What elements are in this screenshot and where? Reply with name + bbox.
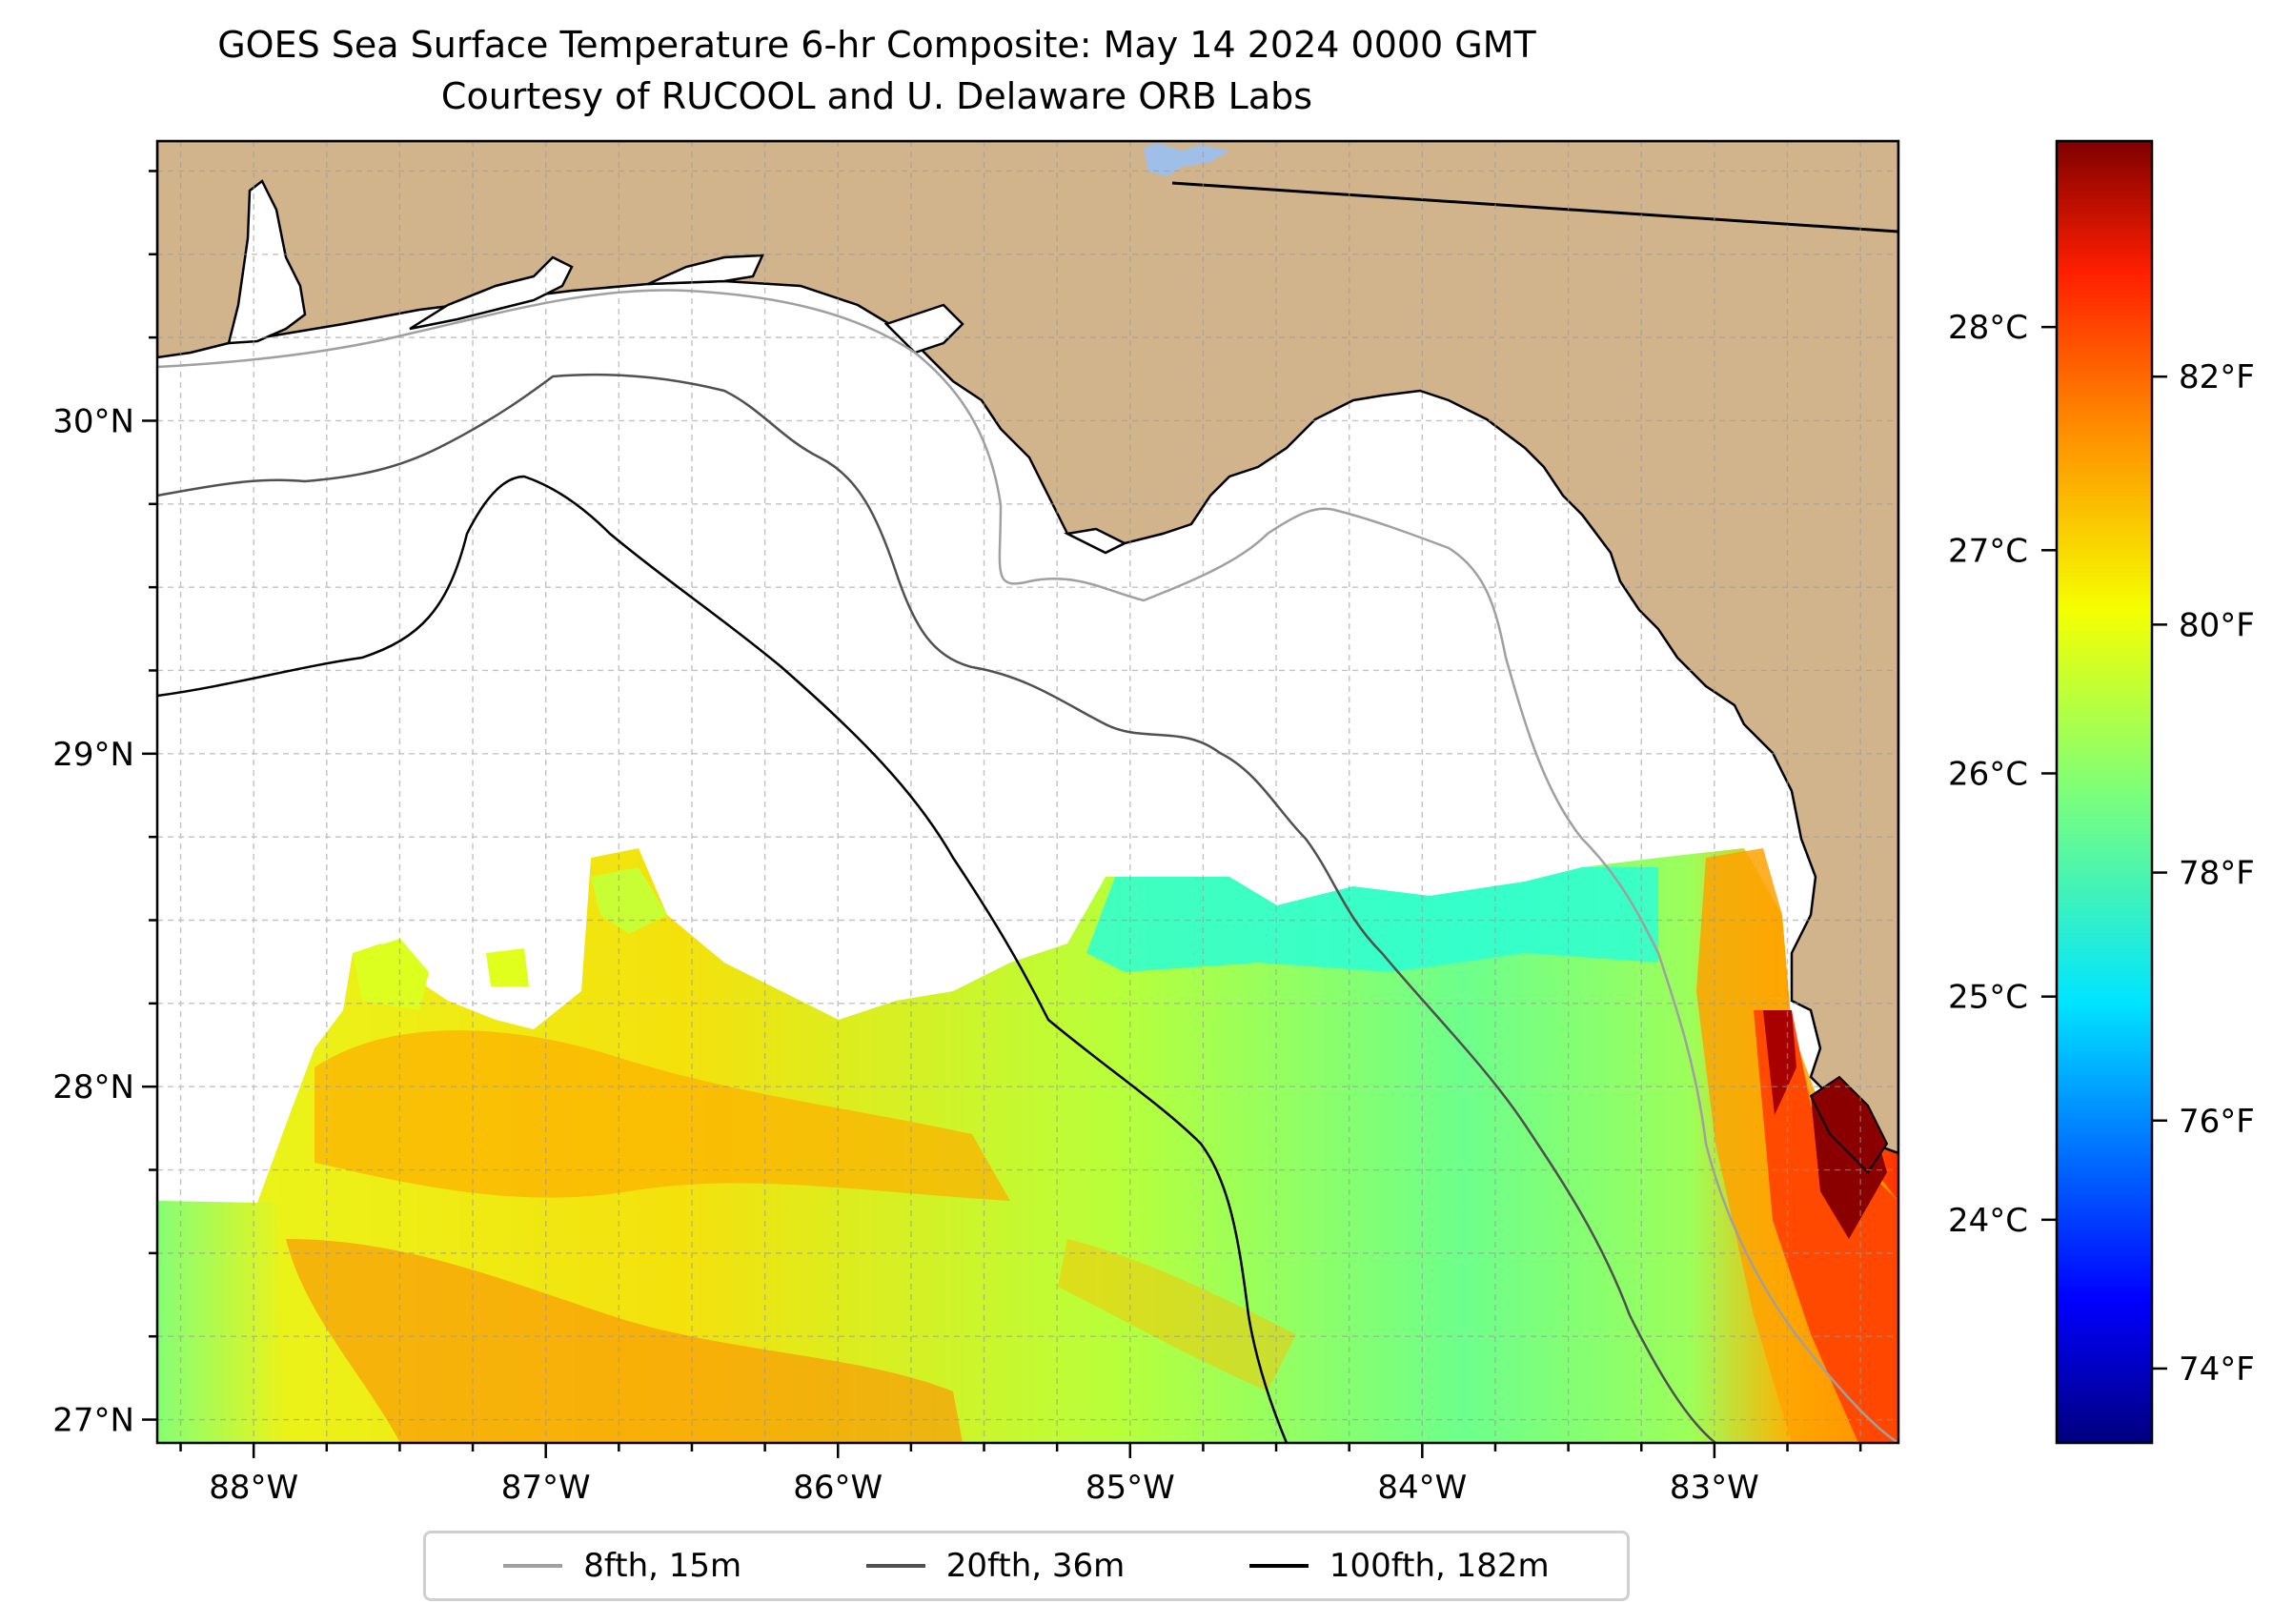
- lat-tick-label: 30°N: [52, 402, 134, 440]
- celsius-tick-label: 25°C: [1948, 979, 2028, 1017]
- longitude-axis: 88°W 87°W 86°W 85°W 84°W 83°W: [179, 1443, 1862, 1507]
- lat-tick-label: 27°N: [52, 1402, 134, 1440]
- fahrenheit-tick-label: 80°F: [2179, 606, 2255, 644]
- fahrenheit-tick-label: 74°F: [2179, 1350, 2255, 1389]
- map-title: GOES Sea Surface Temperature 6-hr Compos…: [217, 24, 1536, 66]
- fahrenheit-tick-label: 82°F: [2179, 358, 2255, 396]
- map-frame: [155, 139, 1900, 1445]
- isobath-8fth: [157, 289, 1898, 1443]
- lat-tick-label: 28°N: [52, 1068, 134, 1106]
- legend-label-100fth: 100fth, 182m: [1329, 1547, 1550, 1585]
- land: [157, 141, 1898, 1174]
- celsius-tick-label: 28°C: [1948, 309, 2028, 347]
- legend-swatch-100fth: [1248, 1564, 1309, 1568]
- lon-tick-label: 87°W: [501, 1469, 591, 1507]
- lon-tick-label: 85°W: [1086, 1469, 1175, 1507]
- fahrenheit-tick-label: 76°F: [2179, 1103, 2255, 1141]
- isobath-100fth: [157, 475, 1289, 1443]
- lat-tick-label: 29°N: [52, 736, 134, 774]
- latitude-axis: 30°N 29°N 28°N 27°N: [52, 170, 157, 1440]
- legend-swatch-8fth: [503, 1564, 563, 1568]
- colorbar-fahrenheit-axis: 82°F 80°F 78°F 76°F 74°F: [2152, 358, 2255, 1389]
- fahrenheit-tick-label: 78°F: [2179, 855, 2255, 893]
- lon-tick-label: 86°W: [793, 1469, 883, 1507]
- isobaths: [157, 289, 1898, 1443]
- legend-item-8fth: 8fth, 15m: [503, 1547, 741, 1585]
- lon-tick-label: 84°W: [1377, 1469, 1467, 1507]
- isobath-20fth: [157, 373, 1716, 1443]
- legend-item-100fth: 100fth, 182m: [1248, 1547, 1550, 1585]
- lon-tick-label: 88°W: [209, 1469, 298, 1507]
- celsius-tick-label: 26°C: [1948, 755, 2028, 793]
- sst-field: [157, 848, 1898, 1443]
- legend-swatch-20fth: [865, 1564, 925, 1568]
- celsius-tick-label: 27°C: [1948, 532, 2028, 570]
- colorbar-celsius-axis: 28°C 27°C 26°C 25°C 24°C: [1948, 309, 2057, 1240]
- legend-label-20fth: 20fth, 36m: [945, 1547, 1126, 1585]
- map-subtitle: Courtesy of RUCOOL and U. Delaware ORB L…: [440, 75, 1313, 117]
- isobath-legend: 8fth, 15m 20fth, 36m 100fth, 182m: [423, 1531, 1630, 1601]
- legend-label-8fth: 8fth, 15m: [583, 1547, 742, 1585]
- celsius-tick-label: 24°C: [1948, 1202, 2028, 1240]
- colorbar: [2055, 139, 2154, 1445]
- gridlines: [157, 141, 1898, 1443]
- lon-tick-label: 83°W: [1670, 1469, 1759, 1507]
- legend-item-20fth: 20fth, 36m: [865, 1547, 1126, 1585]
